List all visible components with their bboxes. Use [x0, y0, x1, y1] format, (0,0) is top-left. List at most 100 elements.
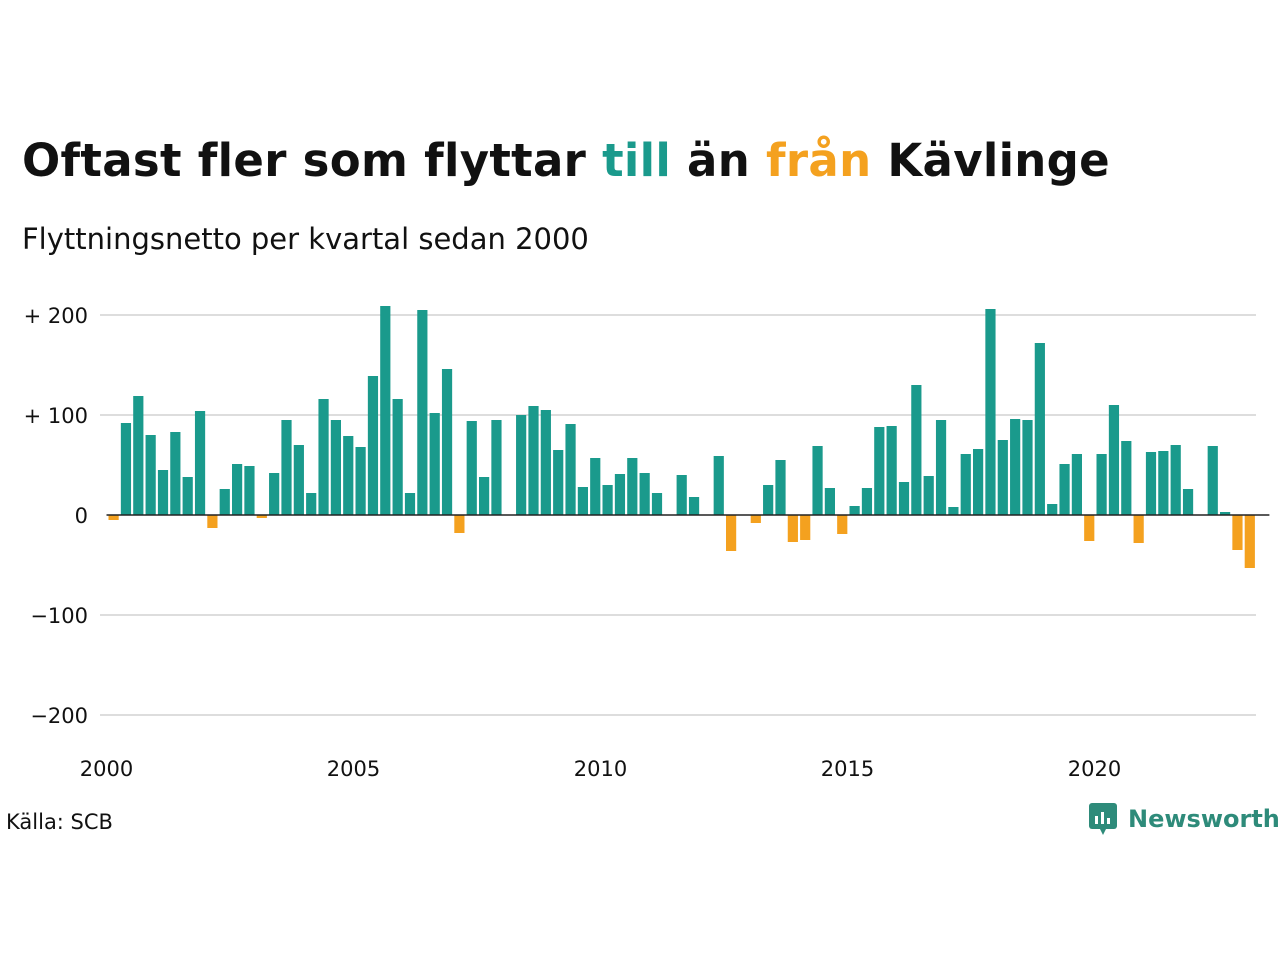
brand-name: Newsworthy: [1128, 805, 1280, 833]
bar: [232, 464, 243, 515]
bar: [997, 440, 1008, 515]
bar: [1244, 515, 1255, 568]
bar: [1071, 454, 1082, 515]
bar: [145, 435, 156, 515]
bar: [1145, 452, 1157, 515]
title-part3: Kävlinge: [871, 134, 1110, 187]
chart-subtitle: Flyttningsnetto per kvartal sedan 2000: [22, 222, 589, 256]
bar: [244, 466, 255, 515]
bar: [528, 406, 539, 515]
bar: [157, 470, 169, 515]
bar: [824, 488, 835, 515]
bar: [948, 507, 959, 515]
bar: [800, 515, 811, 540]
bar: [651, 493, 663, 515]
bar: [886, 426, 897, 515]
bar: [713, 456, 724, 515]
bar: [898, 482, 910, 515]
bar: [565, 424, 576, 515]
title-part2: än: [671, 134, 767, 187]
bar: [676, 475, 687, 515]
bar-chart: + 200 + 100 0 −100 −200 2000 2005 2010 2015 2020: [24, 304, 1270, 781]
bar: [935, 420, 947, 515]
bar: [602, 485, 613, 515]
bar: [194, 411, 206, 515]
brand-logo[interactable]: Newsworthy: [1088, 802, 1280, 836]
bar: [219, 489, 230, 515]
bar: [318, 399, 329, 515]
bar: [182, 477, 193, 515]
bar: [256, 515, 267, 518]
bar: [1133, 515, 1144, 543]
bar: [540, 410, 551, 515]
bar: [417, 310, 428, 515]
bar: [207, 515, 218, 528]
bar: [639, 473, 650, 515]
bars: [108, 306, 1255, 568]
y-tick-label: −200: [30, 704, 88, 728]
bar: [1108, 405, 1120, 515]
bar: [306, 493, 317, 515]
bar: [1158, 451, 1169, 515]
bar: [1059, 464, 1070, 515]
bar: [491, 420, 502, 515]
bar: [1096, 454, 1107, 515]
x-tick-label: 2010: [574, 757, 627, 781]
y-axis-labels: + 200 + 100 0 −100 −200: [24, 304, 88, 728]
bar: [380, 306, 391, 515]
newsworthy-logo-icon: [1089, 803, 1117, 835]
title-part1: Oftast fler som flyttar: [22, 134, 603, 187]
bar: [787, 515, 798, 542]
bar: [269, 473, 280, 515]
bar: [590, 458, 601, 515]
bar: [837, 515, 848, 534]
bar: [688, 497, 700, 515]
bar: [1034, 343, 1045, 515]
x-axis-labels: 2000 2005 2010 2015 2020: [80, 757, 1121, 781]
bar: [923, 476, 934, 515]
bar: [614, 474, 626, 515]
bar: [516, 415, 527, 515]
bar: [627, 458, 638, 515]
bar: [429, 413, 440, 515]
x-tick-label: 2005: [327, 757, 380, 781]
bar: [479, 477, 490, 515]
x-tick-label: 2015: [821, 757, 874, 781]
bar: [1170, 445, 1181, 515]
bar: [343, 436, 354, 515]
bar: [404, 493, 416, 515]
bar: [133, 396, 144, 515]
bar: [1182, 489, 1194, 515]
bar: [985, 309, 996, 515]
bar: [849, 506, 860, 515]
bar: [874, 427, 885, 515]
bar: [293, 445, 304, 515]
chart-title: Oftast fler som flyttar till än från Käv…: [22, 134, 1110, 187]
bar: [1121, 441, 1132, 515]
bar: [1220, 512, 1231, 515]
x-tick-label: 2000: [80, 757, 133, 781]
bar: [281, 420, 292, 515]
bar: [367, 376, 379, 515]
bar: [170, 432, 181, 515]
bar: [1010, 419, 1021, 515]
title-from-word: från: [766, 134, 872, 187]
bar: [1207, 446, 1218, 515]
bar: [466, 421, 477, 515]
bar: [812, 446, 823, 515]
x-tick-label: 2020: [1068, 757, 1121, 781]
bar: [750, 515, 761, 523]
bar: [454, 515, 465, 533]
bar: [1232, 515, 1243, 550]
bar: [108, 515, 119, 520]
bar: [775, 460, 786, 515]
y-tick-label: + 200: [24, 304, 88, 328]
y-tick-label: 0: [75, 504, 88, 528]
bar: [330, 420, 341, 515]
bar: [911, 385, 922, 515]
bar: [763, 485, 774, 515]
gridlines: [100, 314, 1256, 716]
bar: [973, 449, 984, 515]
bar: [1047, 504, 1058, 515]
bar: [577, 487, 588, 515]
